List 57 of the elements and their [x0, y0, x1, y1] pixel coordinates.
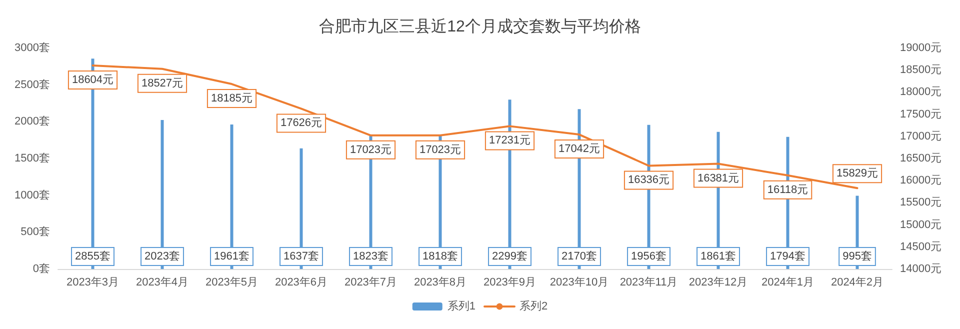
data-label: 15829元: [836, 168, 878, 180]
data-label: 16336元: [628, 174, 670, 186]
x-tick-label: 2023年11月: [620, 276, 678, 288]
x-tick-label: 2023年8月: [414, 276, 467, 288]
x-tick-label: 2023年6月: [274, 276, 328, 288]
data-label: 1818套: [422, 250, 458, 262]
chart-title: 合肥市九区三县近12个月成交套数与平均价格: [319, 18, 641, 36]
y2-tick-label: 15500元: [900, 196, 942, 209]
data-label: 18604元: [72, 74, 114, 86]
data-label: 2855套: [75, 250, 110, 262]
data-label: 1961套: [214, 250, 250, 262]
x-tick-label: 2023年4月: [136, 276, 189, 288]
y-tick-label: 1500套: [14, 152, 50, 164]
y2-tick-label: 18000元: [900, 86, 942, 98]
data-label: 995套: [842, 250, 872, 262]
data-label: 1861套: [700, 250, 736, 262]
data-label: 17042元: [558, 143, 600, 156]
data-label: 17023元: [350, 144, 392, 156]
x-tick-label: 2023年3月: [66, 276, 120, 288]
y2-tick-label: 17000元: [900, 130, 942, 142]
y-tick-label: 0套: [32, 263, 50, 275]
data-label: 16381元: [697, 172, 740, 184]
y2-tick-label: 15000元: [900, 218, 942, 231]
y-tick-label: 500套: [20, 226, 50, 238]
data-label: 18185元: [210, 92, 253, 105]
y2-tick-label: 19000元: [900, 42, 942, 54]
data-label: 1823套: [353, 250, 388, 262]
data-label: 1794套: [770, 250, 806, 262]
x-tick-label: 2023年12月: [688, 276, 748, 288]
data-label: 1637套: [284, 250, 319, 262]
x-tick-label: 2024年1月: [761, 276, 814, 288]
x-tick-label: 2024年2月: [830, 276, 884, 288]
y-tick-label: 3000套: [14, 42, 50, 54]
data-label: 18527元: [141, 77, 184, 90]
y2-tick-label: 14000元: [900, 263, 942, 275]
data-label: 16118元: [767, 184, 808, 196]
x-tick-label: 2023年7月: [344, 276, 398, 288]
data-label: 2023套: [144, 250, 180, 262]
y2-tick-label: 14500元: [900, 240, 942, 253]
y2-tick-label: 16500元: [900, 152, 942, 164]
legend-label: 系列1: [447, 300, 476, 312]
data-label: 2170套: [562, 250, 597, 262]
data-label: 2299套: [492, 250, 528, 262]
data-label: 17231元: [488, 134, 531, 147]
data-label: 1956套: [631, 250, 666, 262]
y2-tick-label: 18500元: [900, 64, 942, 76]
data-label: 17023元: [419, 144, 462, 156]
y2-tick-label: 16000元: [900, 174, 942, 187]
y-tick-label: 2000套: [14, 116, 50, 128]
legend-label: 系列2: [520, 300, 548, 312]
x-tick-label: 2023年10月: [550, 276, 609, 288]
y2-tick-label: 17500元: [900, 108, 942, 120]
x-tick-label: 2023年9月: [483, 276, 536, 288]
y-tick-label: 1000套: [14, 189, 50, 202]
x-tick-label: 2023年5月: [205, 276, 258, 288]
data-label: 17626元: [280, 117, 322, 130]
y-tick-label: 2500套: [14, 78, 50, 91]
